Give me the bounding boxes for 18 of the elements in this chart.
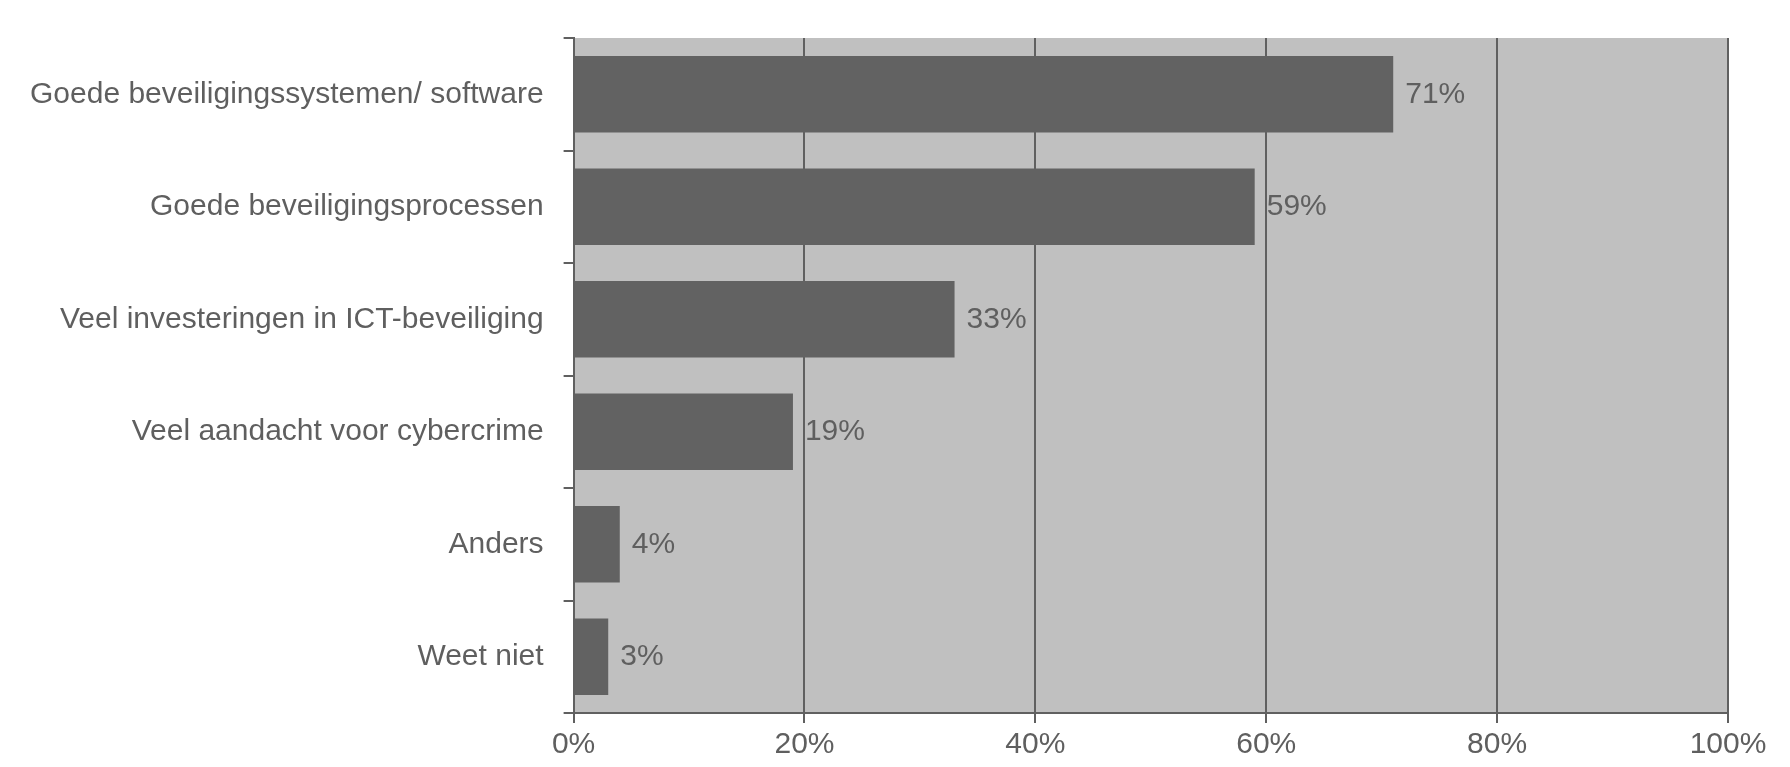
data-label: 71% bbox=[1405, 75, 1466, 109]
y-tick-label: Weet niet bbox=[417, 638, 545, 672]
x-tick-label: 40% bbox=[1005, 726, 1066, 760]
y-tick-label: Veel aandacht voor cybercrime bbox=[131, 413, 544, 447]
x-tick-label: 60% bbox=[1236, 726, 1297, 760]
data-label: 33% bbox=[966, 300, 1027, 334]
data-label: 59% bbox=[1266, 188, 1327, 222]
x-tick-label: 100% bbox=[1689, 726, 1767, 760]
x-tick-label: 80% bbox=[1467, 726, 1528, 760]
x-tick-label: 20% bbox=[774, 726, 835, 760]
y-tick-label: Goede beveiligingssystemen/ software bbox=[29, 75, 544, 109]
y-tick-label: Anders bbox=[448, 525, 544, 559]
data-label: 3% bbox=[620, 638, 664, 672]
data-label: 4% bbox=[631, 525, 676, 559]
y-tick-label: Goede beveiligingsprocessen bbox=[150, 188, 544, 222]
data-label: 19% bbox=[804, 413, 865, 447]
y-tick-label: Veel investeringen in ICT-beveiliging bbox=[59, 300, 544, 334]
x-tick-label: 0% bbox=[551, 726, 596, 760]
